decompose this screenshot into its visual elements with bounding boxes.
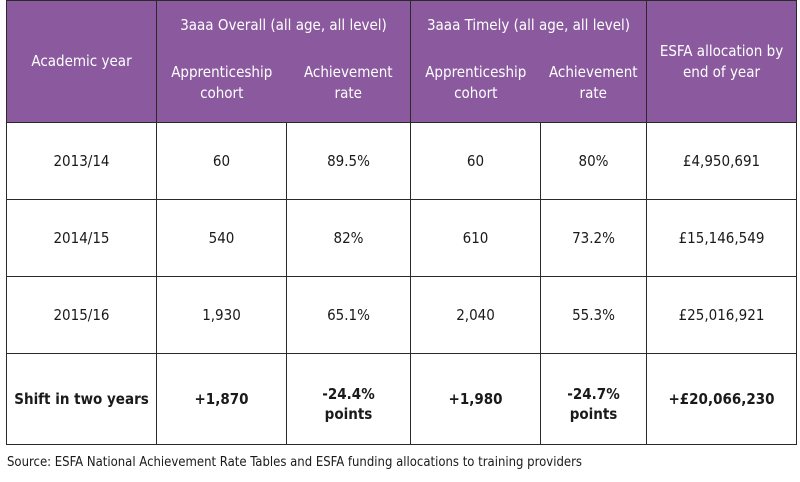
header-esfa-allocation: ESFA allocation by end of year: [646, 0, 798, 123]
table-row: 2015/16 1,930 65.1% 2,040 55.3% £25,016,…: [6, 276, 798, 354]
header-esfa-line1: ESFA allocation by: [659, 41, 784, 60]
cell-overall-cohort: 60: [156, 122, 287, 200]
header-timely-rate-line2: rate: [579, 84, 607, 103]
cell-shift-esfa: +£20,066,230: [646, 353, 798, 445]
cell-shift-timely-cohort: +1,980: [410, 353, 542, 445]
table-row: 2014/15 540 82% 610 73.2% £15,146,549: [6, 199, 798, 277]
header-timely-cohort-line2: cohort: [454, 84, 498, 103]
cell-timely-cohort: 60: [410, 122, 542, 200]
header-overall-cohort-line1: Apprenticeship: [171, 63, 273, 82]
achievement-table: Academic year 3aaa Overall (all age, all…: [6, 0, 798, 445]
cell-shift-label: Shift in two years: [6, 353, 157, 445]
cell-year: 2014/15: [6, 199, 157, 277]
cell-esfa: £25,016,921: [646, 276, 798, 354]
cell-timely-cohort: 2,040: [410, 276, 542, 354]
header-timely-cohort: Apprenticeship cohort: [410, 44, 541, 123]
cell-timely-rate: 80%: [540, 122, 648, 200]
cell-shift-overall-rate: -24.4% points: [285, 353, 412, 445]
header-overall-rate-line2: rate: [334, 84, 362, 103]
source-note: Source: ESFA National Achievement Rate T…: [7, 455, 582, 470]
header-overall-rate: Achievement rate: [286, 44, 412, 123]
cell-overall-rate: 89.5%: [285, 122, 412, 200]
shift-timely-rate-value: -24.7%: [567, 385, 620, 403]
header-esfa-line2: end of year: [682, 62, 761, 81]
table-row: 2013/14 60 89.5% 60 80% £4,950,691: [6, 122, 798, 200]
cell-overall-rate: 65.1%: [285, 276, 412, 354]
header-overall-cohort: Apprenticeship cohort: [156, 44, 287, 123]
header-overall-rate-line1: Achievement: [303, 63, 393, 82]
cell-esfa: £15,146,549: [646, 199, 798, 277]
header-timely-group: 3aaa Timely (all age, all level): [410, 0, 648, 45]
header-overall-group: 3aaa Overall (all age, all level): [155, 0, 412, 45]
cell-overall-rate: 82%: [285, 199, 412, 277]
header-overall-cohort-line2: cohort: [200, 84, 244, 103]
cell-shift-timely-rate: -24.7% points: [540, 353, 648, 445]
shift-timely-rate-unit: points: [569, 405, 618, 423]
header-academic-year: Academic year: [6, 0, 157, 123]
cell-overall-cohort: 540: [156, 199, 287, 277]
cell-timely-rate: 55.3%: [540, 276, 648, 354]
shift-overall-rate-value: -24.4%: [322, 385, 375, 403]
header-timely-cohort-line1: Apprenticeship: [425, 63, 527, 82]
shift-row: Shift in two years +1,870 -24.4% points …: [6, 353, 798, 445]
cell-esfa: £4,950,691: [646, 122, 798, 200]
header-timely-rate-line1: Achievement: [548, 63, 638, 82]
shift-overall-rate-unit: points: [324, 405, 373, 423]
cell-shift-overall-cohort: +1,870: [156, 353, 287, 445]
cell-year: 2013/14: [6, 122, 157, 200]
header-timely-rate: Achievement rate: [540, 44, 648, 123]
cell-timely-cohort: 610: [410, 199, 542, 277]
cell-year: 2015/16: [6, 276, 157, 354]
cell-timely-rate: 73.2%: [540, 199, 648, 277]
cell-overall-cohort: 1,930: [156, 276, 287, 354]
